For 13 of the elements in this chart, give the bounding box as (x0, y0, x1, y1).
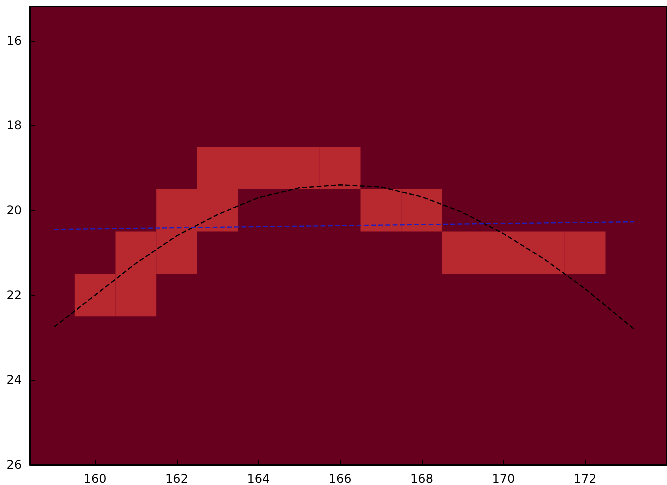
x-tick-label: 164 (247, 472, 270, 485)
y-tick-label: 24 (6, 373, 22, 388)
y-tick-label: 18 (6, 118, 22, 133)
y-tick-label: 26 (6, 458, 22, 472)
y-tick-label: 16 (6, 34, 22, 48)
x-tick-label: 172 (574, 472, 597, 485)
x-tick-label: 168 (410, 472, 434, 485)
x-tick-label: 170 (492, 472, 516, 485)
y-tick-label: 22 (6, 288, 22, 302)
x-tick-label: 160 (84, 472, 107, 485)
y-tick-label: 20 (6, 204, 22, 218)
x-tick-label: 166 (328, 472, 352, 485)
x-tick-label: 162 (166, 472, 188, 485)
